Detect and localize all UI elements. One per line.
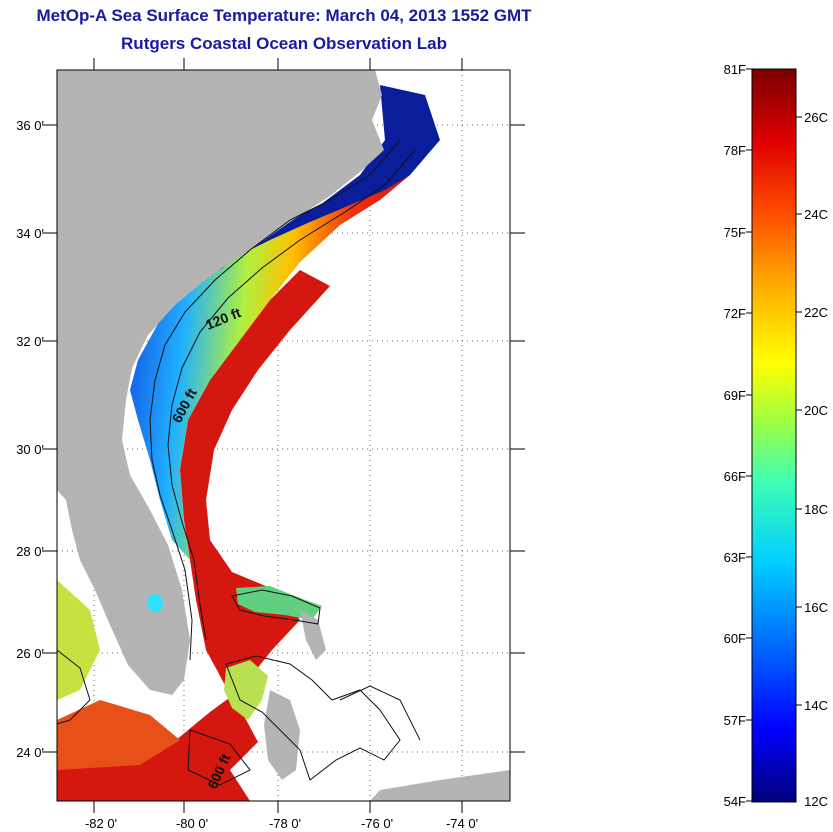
- bahamas-bank-great: [224, 660, 268, 720]
- map-title: MetOp-A Sea Surface Temperature: March 0…: [36, 6, 532, 25]
- lat-label: 26 0': [16, 646, 44, 661]
- colorbar-label-c: 22C: [804, 305, 828, 320]
- colorbar-ticks: [746, 68, 802, 802]
- lat-label: 24 0': [16, 745, 44, 760]
- lat-label: 34 0': [16, 226, 44, 241]
- florida-bay-water: [57, 580, 100, 700]
- colorbar-label-f: 81F: [724, 62, 746, 77]
- colorbar-label-c: 12C: [804, 794, 828, 809]
- lon-label: -78 0': [269, 816, 301, 831]
- colorbar: [751, 68, 797, 803]
- colorbar-label-c: 20C: [804, 403, 828, 418]
- colorbar-label-f: 69F: [724, 388, 746, 403]
- map-subtitle: Rutgers Coastal Ocean Observation Lab: [121, 34, 447, 53]
- cold-coastal-water: [220, 85, 440, 270]
- colorbar-label-c: 26C: [804, 110, 828, 125]
- map-layers: 120 ft 600 ft 600 ft: [57, 70, 510, 801]
- lon-label: -76 0': [361, 816, 393, 831]
- lat-label: 36 0': [16, 118, 44, 133]
- colorbar-label-f: 60F: [724, 631, 746, 646]
- colorbar-label-f: 75F: [724, 225, 746, 240]
- colorbar-label-f: 66F: [724, 469, 746, 484]
- gulf-of-mexico-water: [57, 700, 180, 770]
- lake-okeechobee: [147, 594, 163, 612]
- colorbar-label-c: 18C: [804, 502, 828, 517]
- colorbar-label-f: 54F: [724, 794, 746, 809]
- colorbar-label-c: 16C: [804, 600, 828, 615]
- cuba-coast: [370, 770, 510, 801]
- lon-label: -82 0': [85, 816, 117, 831]
- lon-label: -80 0': [176, 816, 208, 831]
- gulf-stream-warm-water: [57, 270, 330, 801]
- land-mainland: [57, 70, 384, 695]
- colorbar-label-c: 14C: [804, 698, 828, 713]
- colorbar-label-c: 24C: [804, 207, 828, 222]
- lon-label: -74 0': [446, 816, 478, 831]
- colorbar-label-f: 78F: [724, 143, 746, 158]
- lat-label: 30 0': [16, 442, 44, 457]
- map-ticks: [42, 58, 525, 813]
- colorbar-label-f: 72F: [724, 306, 746, 321]
- lat-label: 28 0': [16, 544, 44, 559]
- lat-label: 32 0': [16, 334, 44, 349]
- bathymetry-contours: [57, 139, 421, 786]
- bahamas-island-andros: [264, 690, 300, 780]
- colorbar-label-f: 63F: [724, 550, 746, 565]
- colorbar-label-f: 57F: [724, 713, 746, 728]
- map-border: [56, 69, 511, 802]
